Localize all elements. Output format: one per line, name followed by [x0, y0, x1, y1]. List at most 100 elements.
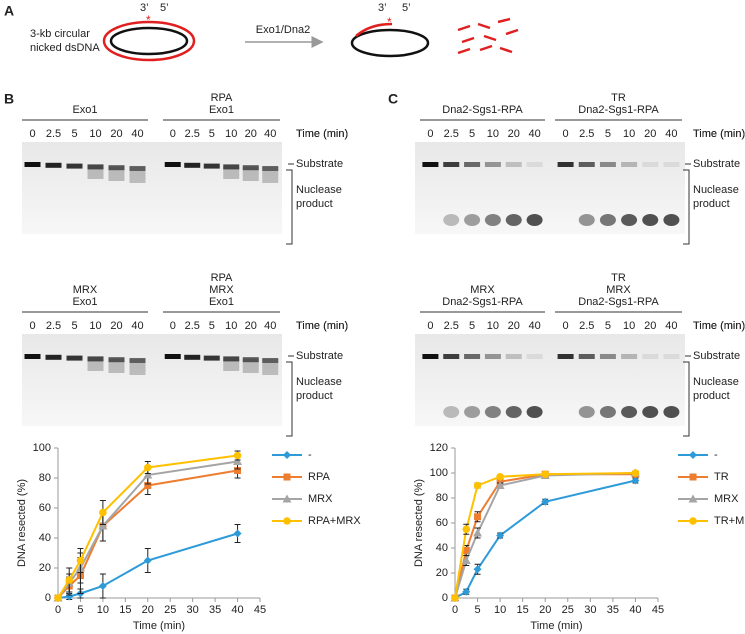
time-label: 0: [563, 320, 569, 332]
time-label: 5: [209, 320, 215, 332]
y-tick-label: 20: [436, 567, 448, 579]
time-label: 0: [29, 320, 35, 332]
marker: [143, 463, 152, 472]
product-bracket: [286, 361, 293, 437]
product: [464, 406, 481, 418]
x-tick-label: 5: [474, 604, 480, 616]
x-tick-label: 40: [231, 604, 243, 616]
x-tick-label: 45: [652, 604, 664, 616]
marker: [144, 482, 152, 489]
legend-marker: [688, 494, 698, 503]
marker: [233, 451, 242, 460]
legend-marker: [689, 451, 697, 459]
time-label: 5: [469, 320, 475, 332]
x-axis-label: Time (min): [133, 620, 185, 632]
product: [484, 406, 501, 418]
marker: [462, 525, 471, 534]
product: [642, 214, 659, 226]
band: [242, 165, 259, 171]
ssdna-ring: [102, 20, 196, 62]
series-line: [454, 473, 636, 599]
y-axis-label: DNA resected (%): [16, 479, 28, 567]
product: [443, 214, 460, 226]
panel-label: B: [4, 91, 14, 107]
band: [203, 163, 220, 169]
band: [484, 162, 501, 167]
marker: [65, 576, 74, 584]
smear: [129, 167, 146, 183]
time-unit: Time (min): [693, 320, 745, 332]
x-tick-label: 20: [142, 604, 154, 616]
band: [242, 357, 259, 363]
x-tick-label: 35: [607, 604, 619, 616]
y-axis-label: DNA resected (%): [413, 479, 425, 567]
time-unit: Time (min): [296, 128, 348, 140]
lane-header: Dna2-Sgs1-RPA: [578, 296, 659, 308]
gel: [415, 334, 685, 426]
lane-header: Dna2-Sgs1-RPA: [442, 104, 523, 116]
time-unit: Time (min): [693, 320, 745, 332]
band: [24, 354, 41, 359]
band: [184, 162, 201, 168]
time-label: 2.5: [444, 320, 459, 332]
y-tick-label: 20: [39, 562, 51, 574]
band: [129, 166, 146, 171]
band: [443, 162, 460, 167]
marker: [233, 529, 242, 538]
legend-marker: [283, 451, 291, 459]
end-label: 3’: [378, 2, 387, 14]
x-tick-label: 25: [562, 604, 574, 616]
y-tick-label: 100: [430, 467, 448, 479]
time-label: 2.5: [185, 128, 200, 140]
marker: [233, 457, 243, 465]
marker: [143, 470, 153, 479]
marker: [462, 547, 470, 554]
legend-label: -: [714, 449, 718, 461]
lane-header: Exo1: [72, 296, 97, 308]
time-label: 20: [508, 128, 520, 140]
time-label: 0: [170, 128, 176, 140]
time-label: 20: [508, 320, 520, 332]
panel-label: C: [388, 91, 398, 107]
band: [422, 162, 439, 167]
legend-label: RPA+MRX: [308, 515, 361, 527]
marker: [496, 531, 505, 540]
time-label: 2.5: [46, 128, 61, 140]
time-label: 2.5: [579, 320, 594, 332]
product-label: Nuclease: [296, 184, 342, 196]
marker: [541, 470, 550, 479]
band: [164, 162, 181, 167]
lane-header: MRX: [209, 284, 234, 296]
marker: [234, 467, 242, 474]
time-label: 0: [563, 128, 569, 140]
product: [526, 214, 543, 226]
time-label: 5: [209, 128, 215, 140]
band: [223, 164, 240, 170]
smear: [87, 359, 104, 371]
band: [45, 354, 62, 360]
gel: [22, 142, 282, 234]
x-tick-label: 0: [55, 604, 61, 616]
band: [108, 357, 125, 363]
series-line: [454, 472, 636, 599]
band: [66, 163, 83, 169]
time-label: 40: [131, 128, 143, 140]
time-label: 0: [170, 320, 176, 332]
lane-header: RPA: [211, 92, 233, 104]
band: [443, 354, 460, 359]
substrate-label: Substrate: [693, 158, 740, 170]
band: [184, 354, 201, 360]
time-label: 10: [225, 128, 237, 140]
time-label: 20: [245, 320, 257, 332]
time-label: 10: [623, 320, 635, 332]
product: [464, 214, 481, 226]
product: [599, 406, 616, 418]
legend-label: -: [308, 449, 312, 461]
product-label: product: [693, 198, 730, 210]
band: [578, 354, 595, 359]
band: [108, 165, 125, 171]
time-label: 2.5: [444, 128, 459, 140]
y-tick-label: 80: [39, 472, 51, 484]
lane-header: Exo1: [209, 104, 234, 116]
